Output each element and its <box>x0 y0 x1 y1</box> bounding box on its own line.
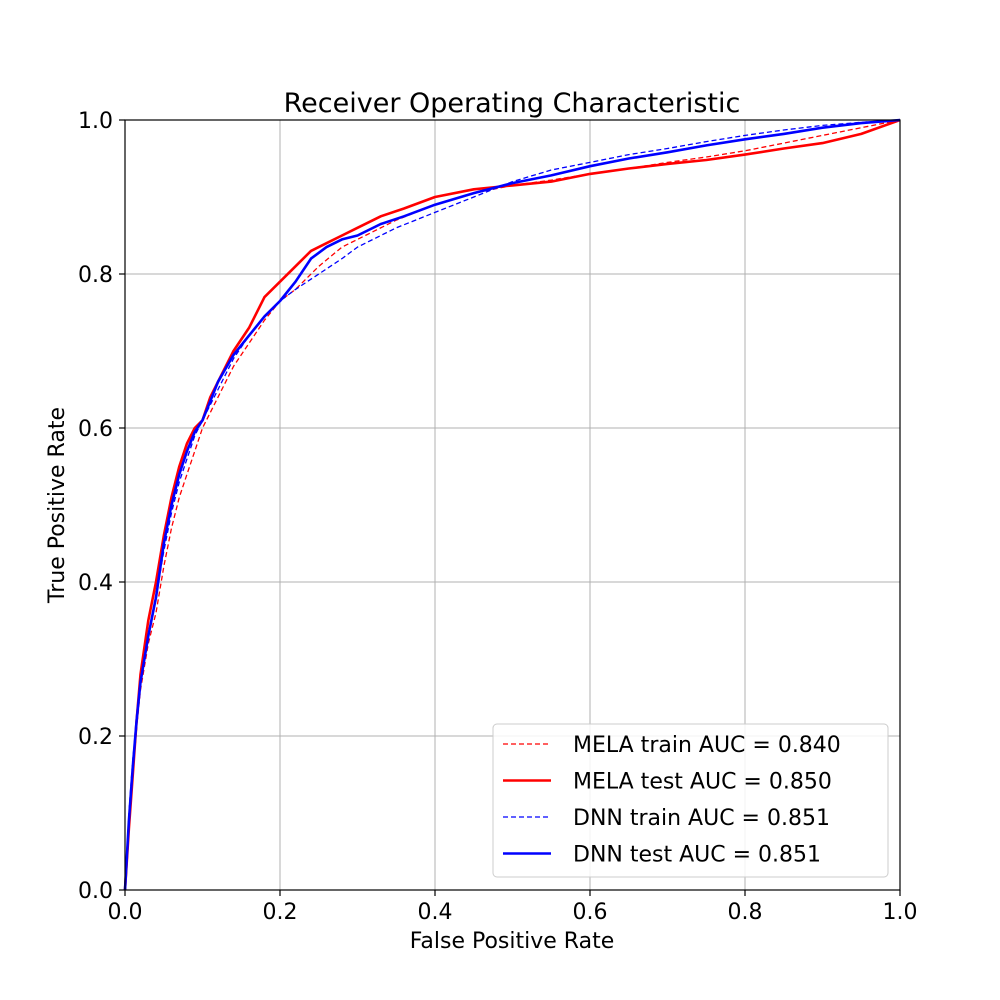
x-axis-label: False Positive Rate <box>410 929 614 954</box>
plot-lines <box>123 118 901 891</box>
series-line-0 <box>124 119 901 891</box>
legend: MELA train AUC = 0.840 MELA test AUC = 0.… <box>492 723 889 878</box>
legend-label: DNN test AUC = 0.851 <box>573 843 821 868</box>
legend-label: MELA train AUC = 0.840 <box>573 733 841 758</box>
y-tick-label: 0.8 <box>78 263 113 288</box>
axis-ticks: 0.0 0.2 0.4 0.6 0.8 1.0 0.0 0.2 0.4 0.6 0.8 1.0 <box>78 109 918 925</box>
chart-title: Receiver Operating Characteristic <box>284 88 741 119</box>
x-tick-label: 1.0 <box>883 900 918 925</box>
grid-lines <box>124 119 901 891</box>
y-tick-label: 0.6 <box>78 417 113 442</box>
y-axis-label: True Positive Rate <box>45 407 70 604</box>
legend-label: DNN train AUC = 0.851 <box>573 806 830 831</box>
series-line-1 <box>123 118 901 891</box>
legend-box <box>492 723 889 878</box>
x-tick-label: 0.2 <box>263 900 298 925</box>
y-tick-label: 0.2 <box>78 725 113 750</box>
x-tick-label: 0.0 <box>108 900 143 925</box>
legend-label: MELA test AUC = 0.850 <box>573 770 832 795</box>
y-tick-label: 0.0 <box>78 879 113 904</box>
y-tick-label: 0.4 <box>78 571 113 596</box>
x-tick-label: 0.6 <box>573 900 608 925</box>
plot-frame <box>124 119 901 891</box>
series-line-3 <box>123 118 901 891</box>
x-tick-label: 0.4 <box>418 900 453 925</box>
x-tick-label: 0.8 <box>728 900 763 925</box>
y-tick-label: 1.0 <box>78 109 113 134</box>
